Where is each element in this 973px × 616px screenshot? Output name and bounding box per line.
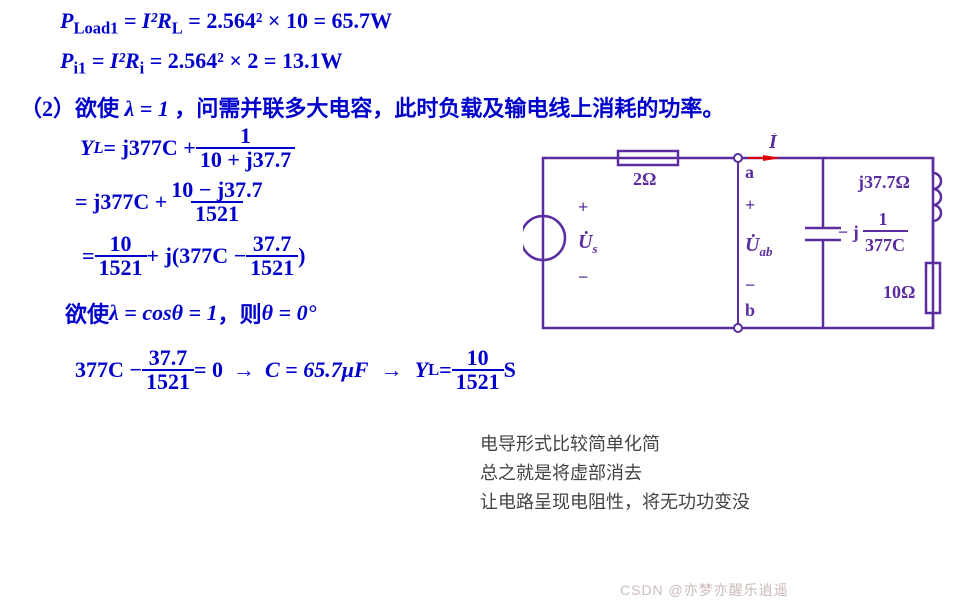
xc-sign: − j [838, 222, 859, 242]
arrow-icon: → [381, 357, 403, 383]
t: 377C − [75, 357, 142, 383]
sym: Y [80, 135, 93, 160]
num: 10 [463, 347, 493, 369]
eq-yl-2: = j377C + 10 − j37.7 1521 [75, 179, 523, 225]
num: 10 − j37.7 [167, 179, 266, 201]
note-2: 总之就是将虚部消去 [480, 459, 750, 488]
num: 37.7 [249, 233, 296, 255]
sub: L [172, 18, 183, 37]
minus-icon: − [745, 275, 755, 295]
xl-label: j37.7Ω [857, 172, 910, 192]
xc-den: 377C [865, 235, 905, 255]
frac: 10 − j37.7 1521 [167, 179, 266, 225]
watermark: CSDN @亦梦亦醒乐逍遥 [620, 580, 789, 600]
note-1: 电导形式比较简单化简 [480, 430, 750, 459]
t: = [82, 243, 95, 269]
t: + j(377C − [147, 243, 247, 269]
arrow-icon: → [233, 357, 255, 383]
sym: Y [415, 357, 428, 382]
t: λ = cosθ = 1 [109, 300, 218, 325]
plus-icon: + [745, 195, 755, 215]
den: 1521 [452, 369, 504, 393]
t: = 0 [194, 357, 223, 383]
num: 1 [236, 125, 255, 147]
eq-yl-1: YL = j377C + 1 10 + j37.7 [80, 125, 523, 171]
sub: i [140, 59, 145, 78]
val: = 2.564² × 10 = 65.7W [188, 8, 392, 33]
q2-rest: ，问需并联多大电容，此时负载及输电线上消耗的功率。 [174, 96, 724, 121]
r-series-label: 2Ω [633, 169, 656, 189]
frac: 37.7 1521 [142, 347, 194, 393]
circuit-diagram: 2Ω a b İ + − U̇s + − U̇ab j37.7Ω − j 1 3… [523, 133, 953, 363]
t: S [504, 357, 516, 383]
num: 10 [106, 233, 136, 255]
annotation-notes: 电导形式比较简单化简 总之就是将虚部消去 让电路呈现电阻性，将无功功变没 [480, 430, 750, 516]
question-2: （2）欲使 λ = 1 ，问需并联多大电容，此时负载及输电线上消耗的功率。 [20, 91, 953, 123]
den: 10 + j37.7 [196, 147, 295, 171]
t: θ = 0° [262, 300, 317, 325]
xc-num: 1 [879, 209, 888, 229]
val: = 2.564² × 2 = 13.1W [150, 48, 343, 73]
sym: P [60, 8, 73, 33]
node-b-label: b [745, 300, 755, 320]
plus-icon: + [578, 197, 588, 217]
current-i-label: İ [768, 133, 778, 153]
t: 欲使 [65, 297, 109, 329]
eq-yl-3: = 10 1521 + j(377C − 37.7 1521 ) [82, 233, 523, 279]
us-label: U̇s [578, 229, 598, 256]
frac: 10 1521 [452, 347, 504, 393]
sym: = I²R [124, 8, 172, 33]
q2-lambda: λ = 1 [125, 96, 169, 121]
den: 1521 [191, 201, 243, 225]
den: 1521 [95, 255, 147, 279]
t: = [439, 357, 452, 383]
node-a-label: a [745, 162, 754, 182]
t: ，则 [218, 297, 262, 329]
sym: = I²R [92, 48, 140, 73]
frac: 37.7 1521 [246, 233, 298, 279]
den: 1521 [142, 369, 194, 393]
den: 1521 [246, 255, 298, 279]
solve-line: 377C − 37.7 1521 = 0 → C = 65.7μF → YL =… [75, 347, 523, 393]
minus-icon: − [578, 267, 588, 287]
sub: L [428, 360, 439, 380]
note-3: 让电路呈现电阻性，将无功功变没 [480, 488, 750, 517]
cond-line: 欲使 λ = cosθ = 1 ，则 θ = 0° [65, 297, 523, 329]
sub: L [93, 138, 103, 157]
sub: Load1 [73, 18, 118, 37]
t: C = 65.7μF [265, 357, 369, 382]
t: = j377C + [104, 135, 196, 161]
q2-prefix: （2）欲使 [20, 96, 125, 121]
eq-pi: Pi1 = I²Ri = 2.564² × 2 = 13.1W [60, 48, 953, 78]
num: 37.7 [145, 347, 192, 369]
sub: i1 [73, 59, 86, 78]
frac: 1 10 + j37.7 [196, 125, 295, 171]
eq-pload: PLoad1 = I²RL = 2.564² × 10 = 65.7W [60, 8, 953, 38]
frac: 10 1521 [95, 233, 147, 279]
rl-label: 10Ω [883, 282, 915, 302]
t: = j377C + [75, 189, 167, 215]
uab-label: U̇ab [745, 232, 773, 259]
t: ) [298, 243, 305, 269]
sym: P [60, 48, 73, 73]
